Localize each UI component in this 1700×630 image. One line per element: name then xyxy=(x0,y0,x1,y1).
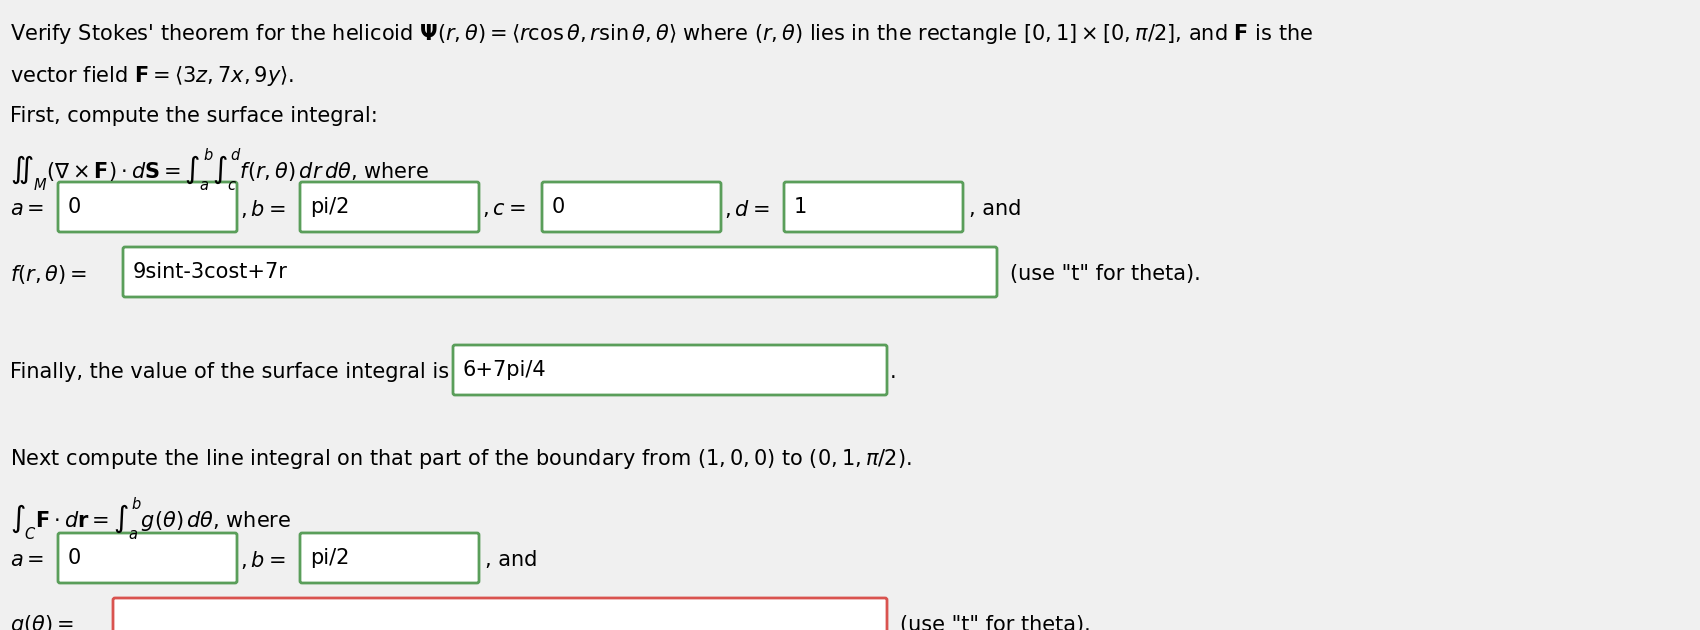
Text: pi/2: pi/2 xyxy=(309,548,350,568)
Text: (use "t" for theta).: (use "t" for theta). xyxy=(1010,264,1200,284)
Text: $f(r, \theta) = $: $f(r, \theta) = $ xyxy=(10,263,87,285)
FancyBboxPatch shape xyxy=(112,598,887,630)
Text: $\int_C \mathbf{F} \cdot d\mathbf{r} = \int_a^b g(\theta)\, d\theta$, where: $\int_C \mathbf{F} \cdot d\mathbf{r} = \… xyxy=(10,495,291,542)
Text: $, d = $: $, d = $ xyxy=(724,198,770,220)
FancyBboxPatch shape xyxy=(58,533,236,583)
FancyBboxPatch shape xyxy=(542,182,721,232)
Text: 0: 0 xyxy=(68,197,82,217)
FancyBboxPatch shape xyxy=(299,533,479,583)
Text: First, compute the surface integral:: First, compute the surface integral: xyxy=(10,106,377,126)
FancyBboxPatch shape xyxy=(784,182,962,232)
Text: Finally, the value of the surface integral is: Finally, the value of the surface integr… xyxy=(10,362,449,382)
FancyBboxPatch shape xyxy=(452,345,887,395)
Text: $g(\theta) = $: $g(\theta) = $ xyxy=(10,613,73,630)
Text: pi/2: pi/2 xyxy=(309,197,350,217)
Text: $, b = $: $, b = $ xyxy=(240,198,286,220)
Text: vector field $\mathbf{F} = \langle 3z, 7x, 9y \rangle$.: vector field $\mathbf{F} = \langle 3z, 7… xyxy=(10,64,294,88)
Text: 1: 1 xyxy=(794,197,808,217)
Text: $, c = $: $, c = $ xyxy=(483,199,525,219)
Text: , and: , and xyxy=(484,550,537,570)
Text: Next compute the line integral on that part of the boundary from $(1, 0, 0)$ to : Next compute the line integral on that p… xyxy=(10,447,911,471)
Text: 0: 0 xyxy=(552,197,564,217)
Text: $a = $: $a = $ xyxy=(10,550,44,570)
Text: Verify Stokes' theorem for the helicoid $\mathbf{\Psi}(r, \theta) = \langle r \c: Verify Stokes' theorem for the helicoid … xyxy=(10,22,1314,46)
FancyBboxPatch shape xyxy=(122,247,996,297)
Text: 9sint-3cost+7r: 9sint-3cost+7r xyxy=(133,262,287,282)
Text: , and: , and xyxy=(969,199,1022,219)
Text: .: . xyxy=(891,362,896,382)
Text: $\iint_M (\nabla \times \mathbf{F}) \cdot d\mathbf{S} = \int_a^b \int_c^d f(r, \: $\iint_M (\nabla \times \mathbf{F}) \cdo… xyxy=(10,146,428,193)
Text: 6+7pi/4: 6+7pi/4 xyxy=(462,360,547,380)
Text: 0: 0 xyxy=(68,548,82,568)
Text: (use "t" for theta).: (use "t" for theta). xyxy=(899,615,1091,630)
Text: $, b = $: $, b = $ xyxy=(240,549,286,571)
Text: $a = $: $a = $ xyxy=(10,199,44,219)
FancyBboxPatch shape xyxy=(58,182,236,232)
FancyBboxPatch shape xyxy=(299,182,479,232)
